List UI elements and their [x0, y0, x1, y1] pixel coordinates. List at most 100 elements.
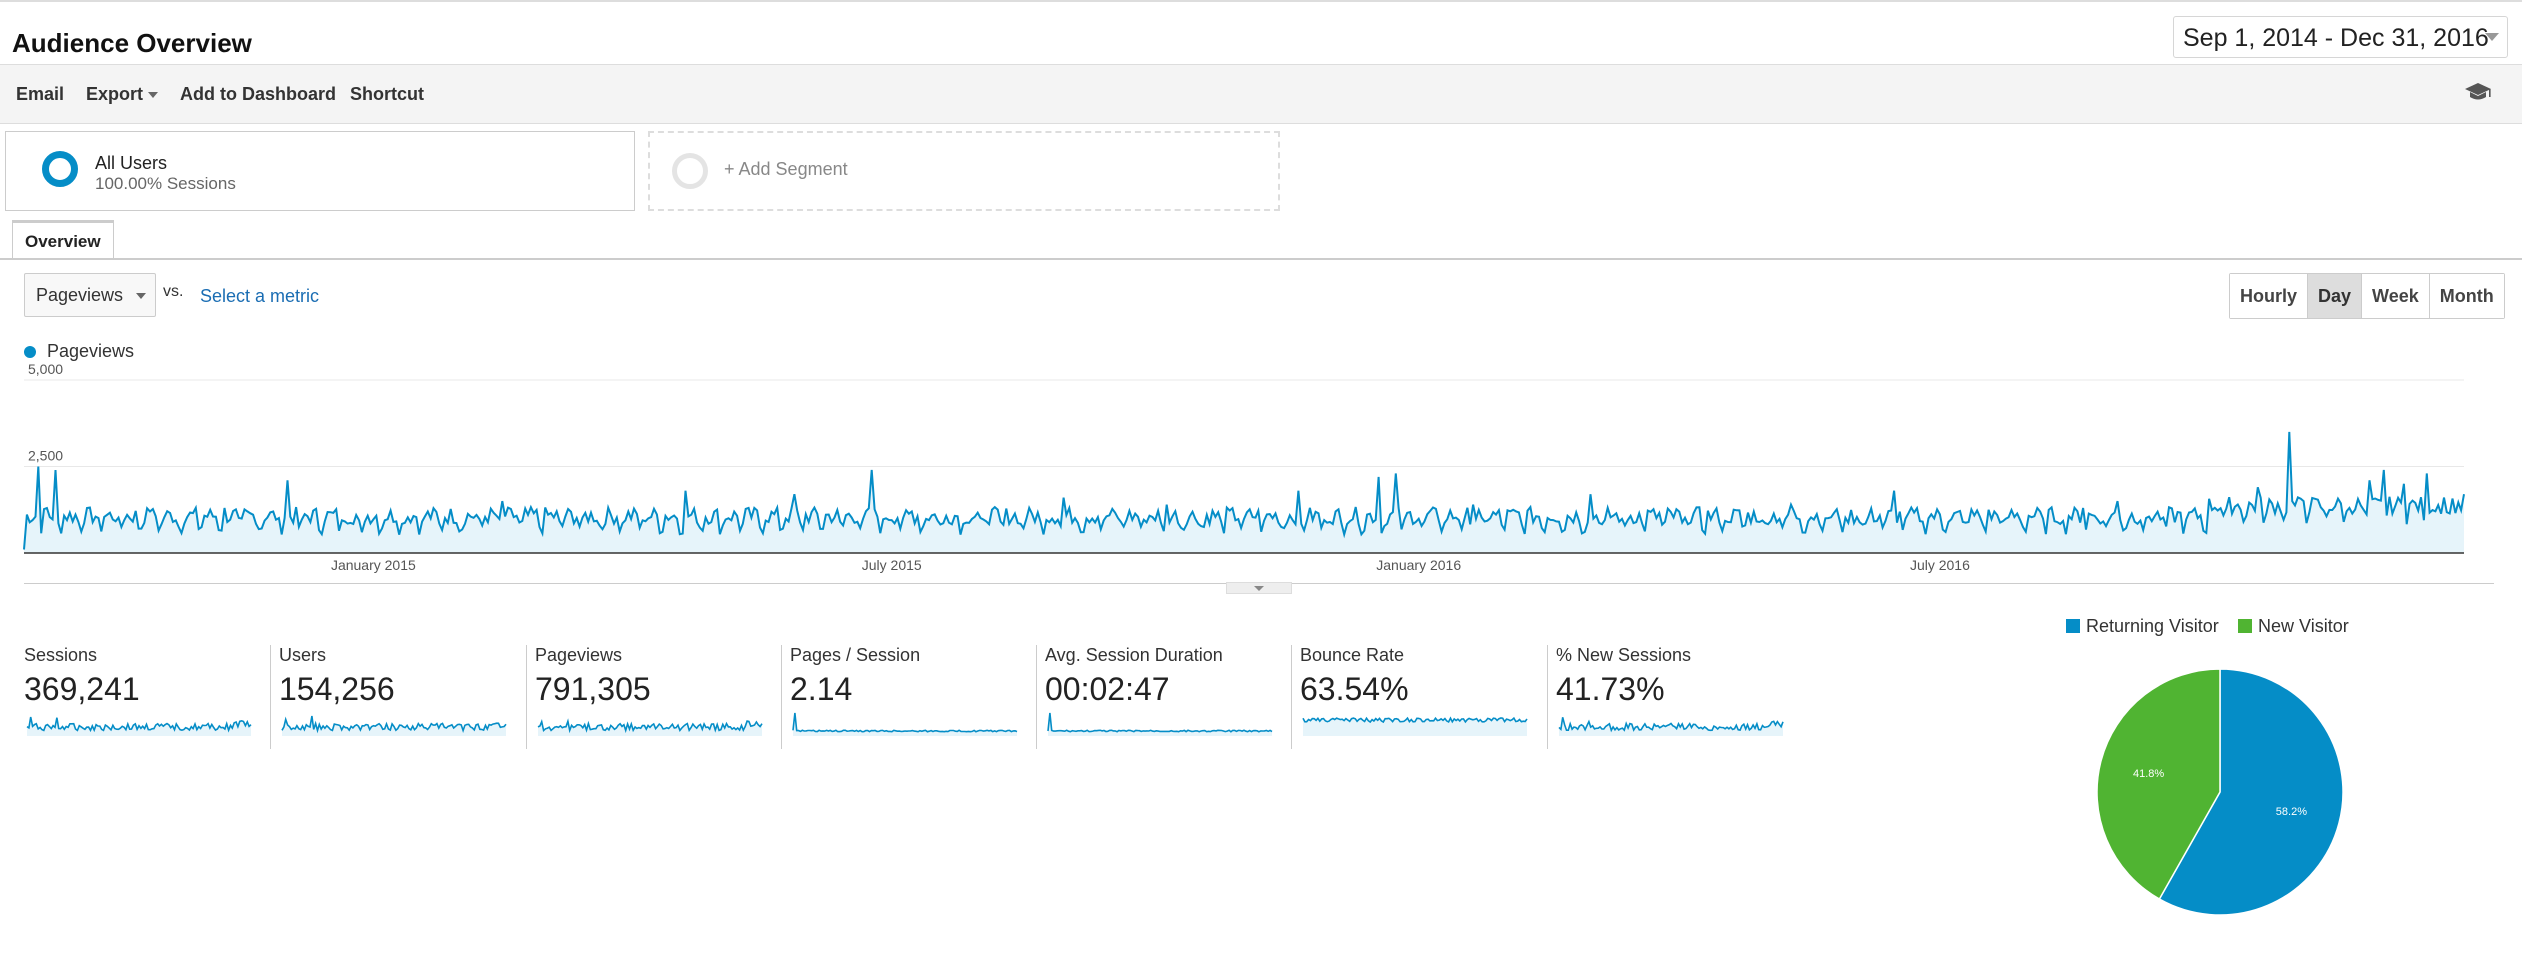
scorecard[interactable]: Users 154,256 [279, 645, 519, 749]
scorecard-divider [1547, 645, 1548, 749]
granularity-week[interactable]: Week [2361, 274, 2429, 318]
scorecard-name: Pageviews [535, 645, 623, 665]
scorecard[interactable]: Bounce Rate 63.54% [1300, 645, 1540, 749]
scorecard-value: 63.54% [1300, 671, 1409, 707]
date-range-picker[interactable]: Sep 1, 2014 - Dec 31, 2016 [2173, 16, 2508, 58]
sparkline-line [26, 716, 252, 733]
select-metric-link[interactable]: Select a metric [200, 286, 320, 306]
export-button[interactable]: Export [86, 84, 159, 105]
pie-slice-label: 41.8% [2133, 768, 2164, 780]
visitor-pie-chart: 58.2% 41.8% [2096, 668, 2344, 916]
metric-select-value: Pageviews [36, 285, 124, 305]
page-title: Audience Overview [12, 28, 252, 58]
segment-all-users[interactable]: All Users 100.00% Sessions [5, 131, 635, 211]
tab-divider [0, 258, 2522, 260]
granularity-day[interactable]: Day [2307, 274, 2362, 318]
chart-resize-handle[interactable] [1226, 582, 1292, 594]
y-tick-label: 5,000 [28, 361, 63, 377]
scorecard[interactable]: Sessions 369,241 [24, 645, 264, 749]
scorecard[interactable]: Pages / Session 2.14 [790, 645, 1030, 749]
toolbar: Email Export Add to Dashboard Shortcut [0, 64, 2522, 124]
scorecard-divider [1036, 645, 1037, 749]
pie-legend-label: Returning Visitor [2086, 616, 2219, 636]
scorecard-divider [1291, 645, 1292, 749]
legend-swatch-icon [2238, 619, 2252, 633]
scorecard-sparkline [281, 715, 507, 736]
scorecard-name: Pages / Session [790, 645, 921, 665]
x-tick-label: July 2015 [862, 557, 922, 573]
pageviews-area [24, 431, 2464, 553]
sparkline-area [1303, 718, 1527, 736]
segment-name: All Users [95, 153, 168, 173]
pie-slice[interactable] [2158, 668, 2344, 916]
sparkline-area [793, 713, 1017, 736]
scorecard-name: Bounce Rate [1300, 645, 1405, 665]
pie-legend-label: New Visitor [2258, 616, 2349, 636]
sparkline-line [792, 712, 1018, 733]
segment-ring-icon [42, 151, 78, 187]
sparkline-area [1559, 717, 1783, 736]
granularity-hourly[interactable]: Hourly [2230, 274, 2308, 318]
scorecard-value: 791,305 [535, 671, 651, 707]
scorecard-divider [781, 645, 782, 749]
legend-dot-icon [24, 346, 36, 358]
export-label: Export [86, 84, 144, 104]
date-range-label: Sep 1, 2014 - Dec 31, 2016 [2183, 24, 2489, 52]
scorecard-value: 369,241 [24, 671, 140, 707]
y-tick-label: 2,500 [28, 448, 63, 464]
scorecard-name: Avg. Session Duration [1045, 645, 1223, 665]
sparkline-area [538, 721, 762, 736]
chart-legend-label: Pageviews [47, 341, 135, 361]
sparkline-area [1048, 713, 1272, 736]
scorecard-divider [526, 645, 527, 749]
caret-down-icon [1254, 586, 1264, 591]
tab-overview[interactable]: Overview [12, 220, 114, 260]
metric-select[interactable]: Pageviews [24, 273, 156, 317]
scorecard-name: Sessions [24, 645, 98, 665]
pie-slice[interactable] [2096, 668, 2221, 901]
scorecard[interactable]: Pageviews 791,305 [535, 645, 775, 749]
pie-slice-label: 58.2% [2276, 806, 2307, 818]
scorecard-sparkline [1047, 712, 1273, 736]
scorecard-sparkline [792, 712, 1018, 736]
add-segment-button[interactable]: + Add Segment [648, 131, 1280, 211]
scorecard-sparkline [1302, 716, 1528, 736]
pageviews-line [23, 431, 2465, 550]
add-segment-label: + Add Segment [724, 159, 848, 179]
sparkline-line [1302, 716, 1528, 724]
scorecard-divider [270, 645, 271, 749]
chevron-down-icon [2485, 33, 2499, 41]
segment-percentage: 100.00% Sessions [95, 174, 236, 193]
pie-legend-new: New Visitor [2238, 616, 2349, 637]
scorecard[interactable]: Avg. Session Duration 00:02:47 [1045, 645, 1285, 749]
sparkline-line [1558, 717, 1784, 733]
scorecard-value: 41.73% [1556, 671, 1665, 707]
x-tick-label: January 2016 [1376, 557, 1461, 573]
scorecard-sparkline [537, 718, 763, 736]
pageviews-chart: 5,000 2,500 January 2015 July 2015 January 2… [23, 361, 2465, 573]
email-button[interactable]: Email [16, 84, 65, 104]
x-tick-label: July 2016 [1910, 557, 1970, 573]
scorecard-value: 00:02:47 [1045, 671, 1170, 707]
segment-placeholder-icon [672, 153, 708, 189]
vs-label: vs. [163, 283, 184, 300]
sparkline-line [1047, 712, 1273, 733]
graduation-cap-icon[interactable] [2464, 81, 2492, 108]
caret-down-icon [136, 293, 146, 299]
scorecard-value: 154,256 [279, 671, 395, 707]
granularity-toggle: Hourly Day Week Month [2229, 273, 2505, 319]
granularity-month[interactable]: Month [2428, 274, 2504, 318]
top-bar: Audience Overview Sep 1, 2014 - Dec 31, … [0, 0, 2522, 64]
add-to-dashboard-button[interactable]: Add to Dashboard [180, 84, 336, 104]
scorecard-name: % New Sessions [1556, 645, 1692, 665]
pie-legend-returning: Returning Visitor [2066, 616, 2219, 637]
scorecard-name: Users [279, 645, 327, 665]
sparkline-line [281, 715, 507, 734]
sparkline-area [282, 716, 506, 736]
scorecard-sparkline [26, 716, 252, 736]
x-tick-label: January 2015 [331, 557, 416, 573]
shortcut-button[interactable]: Shortcut [350, 84, 424, 104]
scorecard-value: 2.14 [790, 671, 853, 707]
caret-down-icon [148, 92, 159, 99]
scorecard[interactable]: % New Sessions 41.73% [1556, 645, 1796, 749]
